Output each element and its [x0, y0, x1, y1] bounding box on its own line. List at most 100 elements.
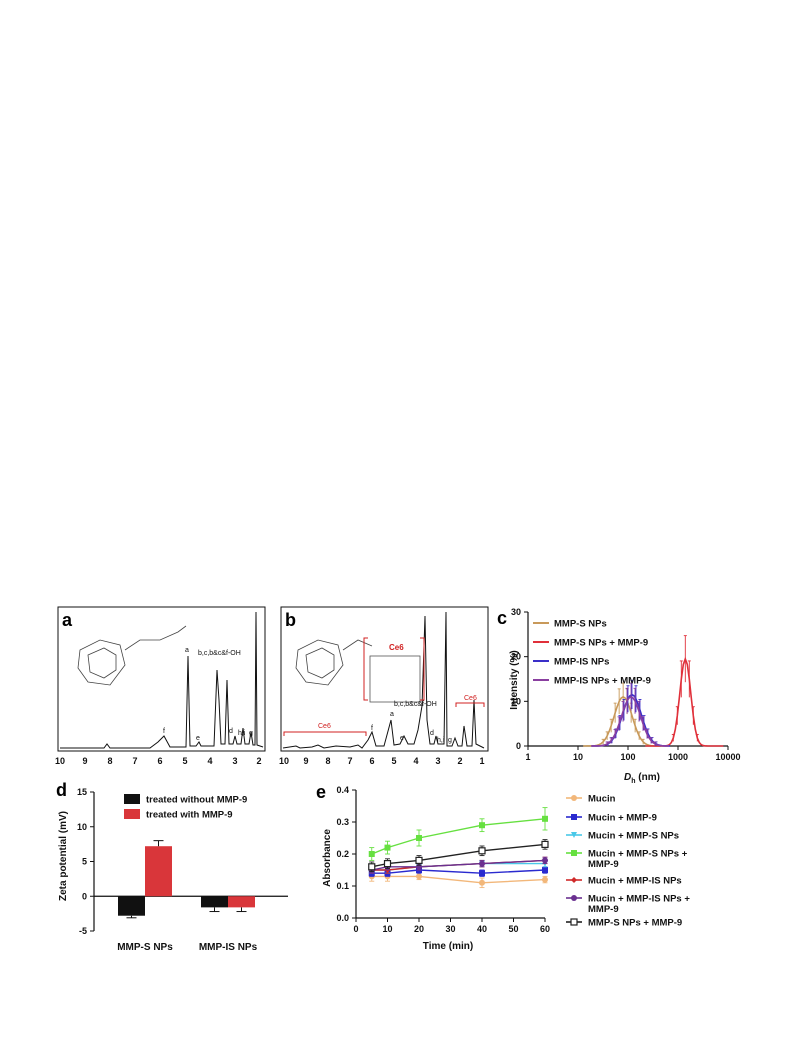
- data-point: [479, 860, 485, 867]
- x-tick: 4: [207, 756, 212, 766]
- data-point: [542, 857, 548, 864]
- x-tick: 9: [82, 756, 87, 766]
- legend-swatch: [124, 809, 140, 819]
- x-tick: 3: [232, 756, 237, 766]
- x-tick: 9: [303, 756, 308, 766]
- panel-c-axes: 1 10 100 1000 10000 0 10 20 30: [511, 607, 741, 762]
- x-tick: 7: [347, 756, 352, 766]
- zeta-bar: [118, 896, 145, 916]
- absorbance-series: [368, 807, 548, 861]
- panel-a-label: a: [62, 610, 73, 630]
- x-tick: 1: [479, 756, 484, 766]
- panel-b: b Ce6 Ce6 Ce6 10 9 8 7 6 5 4 3 2 1: [279, 606, 489, 766]
- legend-label: Mucin + MMP-IS NPs +: [588, 894, 690, 905]
- peak-label: a: [390, 711, 394, 718]
- legend-label: treated with MMP-9: [146, 810, 233, 821]
- legend-label: Mucin: [588, 794, 616, 805]
- data-point: [384, 844, 391, 851]
- legend-label: MMP-IS NPs: [554, 657, 609, 668]
- legend-label-cont: MMP-9: [588, 904, 619, 915]
- ce6-label: Ce6: [318, 723, 331, 730]
- data-point: [416, 835, 422, 841]
- x-tick: 8: [107, 756, 112, 766]
- y-tick-label: 15: [77, 787, 87, 797]
- y-tick-label: 10: [77, 822, 87, 832]
- peak-label: f: [371, 725, 373, 732]
- x-tick-label: 60: [540, 924, 550, 934]
- y-tick-label: 0.3: [336, 817, 349, 827]
- panel-b-label: b: [285, 610, 296, 630]
- x-tick-label: 10000: [715, 752, 740, 762]
- x-tick: 5: [391, 756, 396, 766]
- data-point: [416, 873, 422, 880]
- panel-b-structure: [295, 639, 421, 703]
- panel-c-plot: [583, 635, 724, 747]
- dls-series: [645, 635, 724, 747]
- x-tick: 6: [369, 756, 374, 766]
- xlabel-main: D: [624, 772, 631, 783]
- peak-label: f: [163, 728, 165, 735]
- ce6-label: Ce6: [464, 695, 477, 702]
- x-tick-label: 100: [620, 752, 635, 762]
- peak-label: d: [430, 730, 434, 737]
- data-point: [571, 895, 577, 901]
- y-tick-label: 0.1: [336, 881, 349, 891]
- x-tick: 2: [457, 756, 462, 766]
- data-point: [478, 847, 486, 855]
- x-tick: 2: [256, 756, 261, 766]
- data-point: [541, 840, 549, 849]
- panel-b-ce6-brackets: [283, 637, 485, 736]
- panel-d-legend: treated without MMP-9 treated with MMP-9: [124, 794, 247, 821]
- y-tick-label: 0.0: [336, 913, 349, 923]
- panel-a-spectrum: [60, 611, 264, 749]
- ce6-label: Ce6: [389, 643, 404, 652]
- legend-label: MMP-IS NPs + MMP-9: [554, 676, 651, 687]
- data-point: [571, 832, 577, 838]
- panel-e-xlabel: Time (min): [423, 941, 473, 952]
- x-category-label: MMP-S NPs: [117, 942, 173, 953]
- panel-d-plot: [118, 840, 255, 919]
- y-tick-label: 0.2: [336, 849, 349, 859]
- y-tick-label: -5: [79, 926, 87, 936]
- y-tick-label: 20: [511, 652, 521, 662]
- panel-c-legend: MMP-S NPs MMP-S NPs + MMP-9 MMP-IS NPs MMP-…: [533, 619, 651, 687]
- data-point: [479, 879, 485, 886]
- panel-d-label: d: [56, 780, 67, 800]
- absorbance-series: [368, 866, 548, 877]
- panel-b-spectrum: [282, 611, 485, 749]
- data-point: [542, 815, 548, 822]
- panel-b-frame: [280, 606, 489, 752]
- data-point: [383, 859, 392, 868]
- legend-label: treated without MMP-9: [146, 795, 247, 806]
- x-tick: 7: [132, 756, 137, 766]
- peak-label: b,c,b&c&f-OH: [394, 701, 437, 708]
- panel-e-label: e: [316, 782, 326, 802]
- legend-label: MMP-S NPs: [554, 619, 607, 630]
- xlabel-unit: (nm): [636, 772, 660, 783]
- legend-swatch: [124, 794, 140, 804]
- panel-a-structure: [77, 625, 187, 686]
- panel-c-ylabel: Intensity (%): [509, 650, 520, 709]
- absorbance-series: [368, 871, 548, 889]
- y-tick-label: 0: [82, 891, 87, 901]
- x-tick-label: 1000: [668, 752, 688, 762]
- x-tick: 8: [325, 756, 330, 766]
- legend-label: MMP-S NPs + MMP-9: [554, 638, 648, 649]
- panel-a: a 10 9 8 7 6 5 4 3 2 f a e b,c,b&c&f-OH …: [55, 606, 266, 766]
- y-tick-label: 0: [516, 741, 521, 751]
- x-tick-label: 20: [414, 924, 424, 934]
- x-category-label: MMP-IS NPs: [199, 942, 258, 953]
- x-tick: 3: [435, 756, 440, 766]
- legend-label: Mucin + MMP-IS NPs: [588, 876, 682, 887]
- data-point: [571, 877, 577, 883]
- series-line: [371, 818, 546, 855]
- data-point: [571, 850, 577, 856]
- y-tick-label: 10: [511, 696, 521, 706]
- data-point: [542, 867, 548, 873]
- legend-label: Mucin + MMP-S NPs +: [588, 849, 688, 860]
- peak-label: a: [185, 647, 189, 654]
- panel-d-ylabel: Zeta potential (mV): [58, 811, 69, 901]
- series-line: [371, 869, 546, 874]
- data-point: [368, 863, 376, 871]
